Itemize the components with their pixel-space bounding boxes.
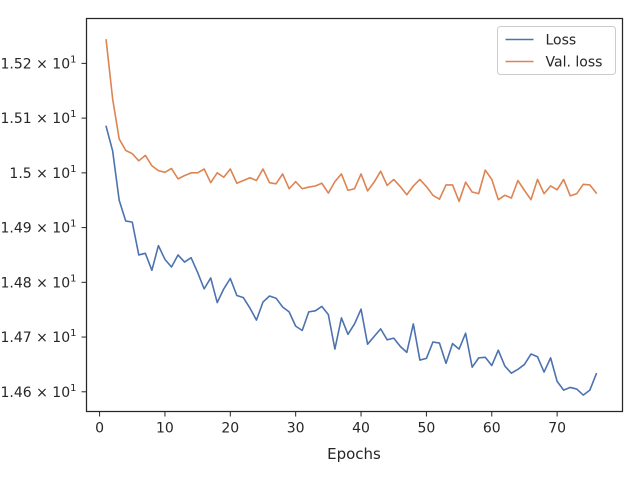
y-tick-label: 1.51 × 101 <box>1 109 77 127</box>
y-tick-label: 1.47 × 101 <box>1 328 77 346</box>
legend-box <box>497 26 616 75</box>
x-tick-label: 0 <box>95 421 104 437</box>
plot-area <box>105 39 598 396</box>
legend-label-1: Val. loss <box>546 55 603 71</box>
y-tick-label: 1.49 × 101 <box>1 219 77 237</box>
x-tick-label: 40 <box>352 421 370 437</box>
y-tick-label: 1.52 × 101 <box>1 54 77 72</box>
legend: Loss Val. loss <box>497 26 616 75</box>
y-tick-label: 1.5 × 101 <box>9 164 76 182</box>
series-line-0 <box>105 125 598 396</box>
x-axis-label: Epochs <box>327 445 381 463</box>
plot-frame <box>85 17 624 413</box>
y-axis: 1.46 × 101 1.47 × 101 1.48 × 101 1.49 × 101… <box>1 54 87 401</box>
x-tick-label: 60 <box>483 421 501 437</box>
x-tick-label: 70 <box>548 421 566 437</box>
x-tick-label: 20 <box>221 421 239 437</box>
y-tick-label: 1.48 × 101 <box>1 273 77 291</box>
series-line-1 <box>105 39 598 203</box>
x-tick-label: 50 <box>417 421 435 437</box>
x-axis: 0 10 20 30 40 50 60 70 <box>95 411 566 437</box>
y-tick-label: 1.46 × 101 <box>1 383 77 401</box>
x-tick-label: 10 <box>156 421 174 437</box>
x-tick-label: 30 <box>287 421 305 437</box>
legend-label-0: Loss <box>546 33 577 49</box>
